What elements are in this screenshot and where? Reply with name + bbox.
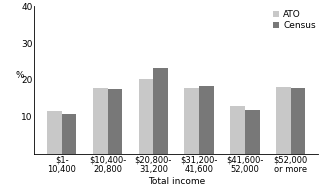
Y-axis label: %: % [16,71,24,80]
Bar [291,88,305,154]
Bar [199,86,214,154]
Bar [245,110,260,154]
Bar [153,68,168,154]
Bar [230,106,245,154]
Bar [62,114,76,154]
Bar [108,89,122,154]
Bar [93,88,108,154]
Bar [276,87,291,154]
Legend: ATO, Census: ATO, Census [272,9,317,31]
Bar [139,79,153,154]
X-axis label: Total income: Total income [148,177,205,186]
Bar [185,88,199,154]
Bar [47,111,62,154]
